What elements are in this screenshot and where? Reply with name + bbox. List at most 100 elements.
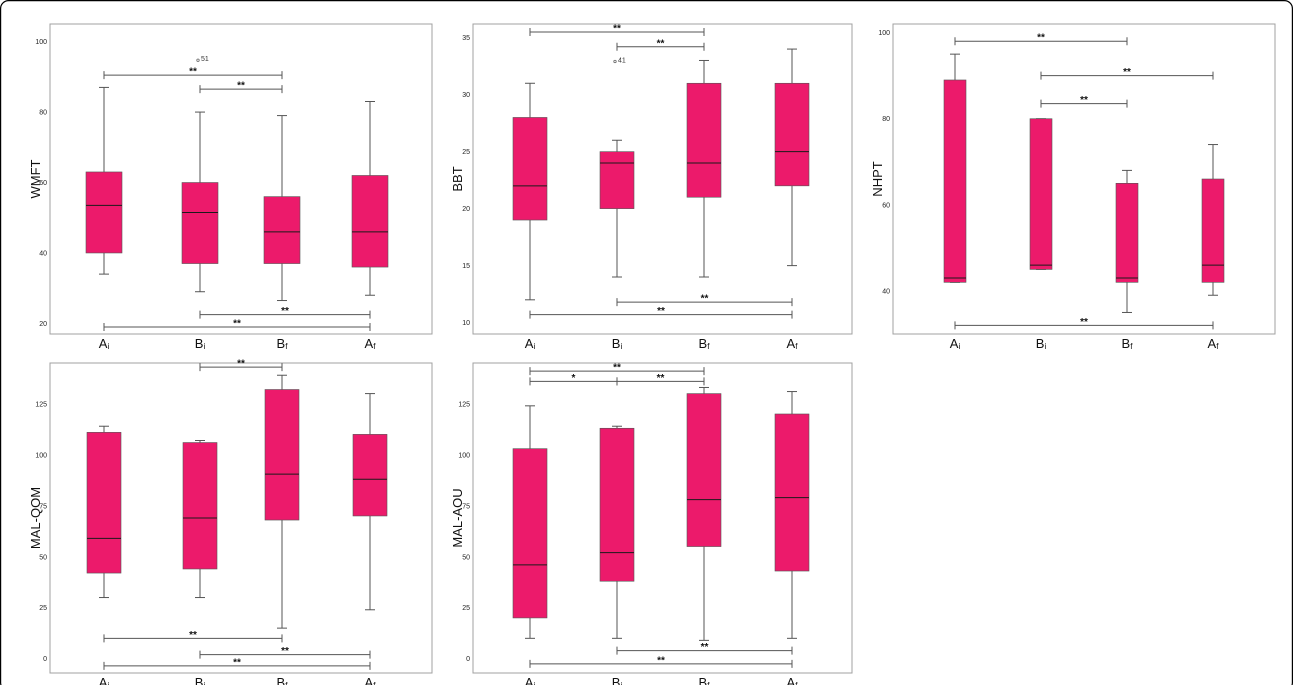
x-tick-label: Af: [1208, 336, 1220, 351]
box-mal-aou-bi: [599, 427, 635, 582]
y-tick-label: 0: [466, 656, 470, 663]
y-axis-title-bbt: BBT: [450, 166, 465, 191]
x-tick-label: Bi: [195, 675, 206, 685]
x-tick-label: Af: [365, 336, 377, 351]
y-tick-label: 20: [39, 321, 47, 328]
significance-label: **: [237, 359, 245, 370]
significance-label: **: [701, 294, 709, 305]
significance-label: **: [1123, 67, 1131, 78]
significance-label: **: [613, 23, 621, 34]
significance-label: **: [189, 630, 197, 641]
y-tick-label: 15: [462, 263, 470, 270]
outlier-point: [196, 58, 200, 62]
box-wmft-af: [351, 175, 389, 268]
outlier-point: [613, 59, 617, 64]
outlier-label: 51: [201, 56, 209, 63]
x-tick-label: Af: [787, 675, 799, 685]
significance-label: **: [657, 38, 665, 49]
y-tick-label: 25: [39, 605, 47, 612]
significance-label: **: [1080, 317, 1088, 328]
x-tick-label: Bf: [699, 336, 711, 351]
y-tick-label: 80: [882, 116, 890, 123]
significance-label: **: [237, 81, 245, 92]
y-tick-label: 75: [39, 503, 47, 510]
y-tick-label: 80: [39, 110, 47, 117]
box-mal-aou-ai: [512, 448, 548, 619]
box-mal-qom-af: [352, 434, 388, 517]
y-tick-label: 125: [458, 401, 470, 408]
y-tick-label: 40: [882, 288, 890, 295]
x-tick-label: Ai: [99, 675, 110, 685]
x-tick-label: Af: [365, 675, 377, 685]
significance-label: **: [189, 67, 197, 78]
y-tick-label: 0: [43, 656, 47, 663]
y-tick-label: 35: [462, 35, 470, 42]
x-tick-label: Af: [787, 336, 799, 351]
x-tick-label: Ai: [525, 675, 536, 685]
significance-label: **: [613, 363, 621, 374]
y-tick-label: 100: [458, 452, 470, 459]
box-mal-qom-bf: [264, 389, 300, 521]
box-bbt-bi: [599, 151, 635, 209]
chart-marks: 20 40 60 80 100 Ai Bi Bf Af 51 ** ** ** ** 10 15 20 25 30 3…: [35, 23, 1225, 685]
box-mal-qom-bi: [182, 442, 218, 570]
box-nhpt-af: [1201, 178, 1225, 283]
significance-label: **: [233, 318, 241, 329]
x-tick-label: Bi: [612, 336, 623, 351]
y-tick-label: 60: [39, 180, 47, 187]
y-axis-title-mal-aou: MAL-AOU: [450, 488, 465, 547]
box-wmft-bi: [181, 182, 219, 264]
significance-label: **: [281, 646, 289, 657]
y-tick-label: 20: [462, 206, 470, 213]
y-tick-label: 10: [462, 320, 470, 327]
y-tick-label: 40: [39, 250, 47, 257]
x-tick-label: Bf: [699, 675, 711, 685]
y-tick-label: 60: [882, 202, 890, 209]
y-tick-label: 25: [462, 605, 470, 612]
box-bbt-ai: [512, 117, 548, 221]
x-tick-label: Ai: [99, 336, 110, 351]
significance-label: *: [572, 373, 576, 384]
box-nhpt-ai: [943, 79, 967, 283]
y-tick-label: 100: [35, 39, 47, 46]
y-axis-title-wmft: WMFT: [28, 159, 43, 198]
y-tick-label: 100: [35, 452, 47, 459]
y-tick-label: 125: [35, 401, 47, 408]
y-tick-label: 100: [878, 30, 890, 37]
box-wmft-bf: [263, 196, 301, 264]
significance-label: **: [657, 306, 665, 317]
y-tick-label: 30: [462, 92, 470, 99]
significance-label: **: [233, 657, 241, 668]
x-tick-label: Bi: [1036, 336, 1047, 351]
box-mal-aou-af: [774, 413, 810, 572]
y-tick-label: 25: [462, 149, 470, 156]
significance-label: **: [281, 306, 289, 317]
significance-label: **: [657, 373, 665, 384]
outlier-label: 41: [618, 57, 626, 64]
significance-label: **: [657, 655, 665, 666]
box-wmft-ai: [85, 171, 123, 254]
y-tick-label: 50: [462, 554, 470, 561]
x-tick-label: Ai: [950, 336, 961, 351]
x-tick-label: Bf: [277, 675, 289, 685]
box-mal-aou-bf: [686, 393, 722, 547]
significance-label: **: [701, 642, 709, 653]
box-mal-qom-ai: [86, 432, 122, 574]
x-tick-label: Bf: [1122, 336, 1134, 351]
box-nhpt-bf: [1115, 183, 1139, 283]
x-tick-label: Ai: [525, 336, 536, 351]
x-tick-label: Bf: [277, 336, 289, 351]
significance-label: **: [1037, 33, 1045, 44]
y-tick-label: 75: [462, 503, 470, 510]
y-tick-label: 50: [39, 554, 47, 561]
box-nhpt-bi: [1029, 118, 1053, 270]
box-bbt-af: [774, 82, 810, 187]
significance-label: **: [1080, 95, 1088, 106]
y-axis-title-mal-qom: MAL-QOM: [28, 487, 43, 549]
x-tick-label: Bi: [612, 675, 623, 685]
x-tick-label: Bi: [195, 336, 206, 351]
y-axis-title-nhpt: NHPT: [870, 161, 885, 196]
box-bbt-bf: [686, 82, 722, 198]
